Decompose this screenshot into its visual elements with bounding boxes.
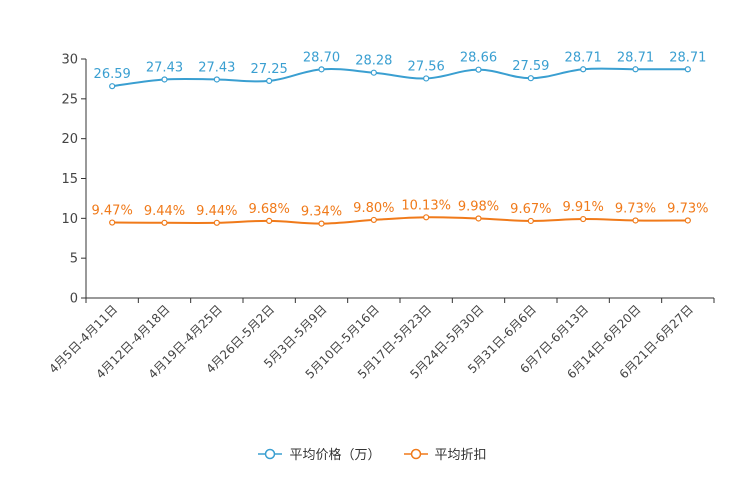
series-1-point[interactable] <box>580 215 587 223</box>
series-1-point[interactable] <box>318 220 325 227</box>
series-line-1 <box>112 216 688 225</box>
legend-price-icon <box>258 448 283 459</box>
y-tick-label: 10 <box>61 212 78 227</box>
series-1-data-label: 10.13% <box>401 198 451 213</box>
series-0-data-label: 27.56 <box>408 59 445 74</box>
series-1-data-label: 9.67% <box>510 202 551 217</box>
series-1-point[interactable] <box>161 219 168 226</box>
series-1-data-label: 9.44% <box>196 204 237 219</box>
series-1-point[interactable] <box>527 217 534 225</box>
legend-discount-icon <box>403 448 428 459</box>
series-1-data-label: 9.80% <box>353 201 394 216</box>
series-0-point[interactable] <box>475 66 482 73</box>
series-0-point[interactable] <box>161 76 168 83</box>
series-0-point[interactable] <box>684 66 691 73</box>
legend: 平均价格（万） 平均折扣 <box>0 444 744 463</box>
series-0-data-label: 28.70 <box>303 50 340 65</box>
series-1-data-label: 9.47% <box>92 204 133 219</box>
series-1-point[interactable] <box>266 217 273 224</box>
series-0-data-label: 28.66 <box>460 51 497 66</box>
series-1-point[interactable] <box>423 214 430 221</box>
legend-discount-label: 平均折扣 <box>434 448 487 463</box>
series-1-data-label: 9.98% <box>458 199 499 214</box>
series-0-point[interactable] <box>109 83 116 90</box>
series-1-point[interactable] <box>632 217 639 224</box>
series-line-0 <box>112 67 688 88</box>
series-0-data-label: 27.43 <box>198 60 235 75</box>
series-1-point[interactable] <box>475 215 482 222</box>
y-tick-label: 5 <box>70 252 78 267</box>
series-0-data-label: 28.71 <box>669 50 706 65</box>
series-0-point[interactable] <box>318 66 325 73</box>
series-1-data-label: 9.68% <box>249 202 290 217</box>
series-0-point[interactable] <box>580 66 587 73</box>
legend-price-label: 平均价格（万） <box>289 448 381 463</box>
series-1-data-label: 9.73% <box>615 201 656 216</box>
series-1-point[interactable] <box>684 217 691 224</box>
series-1-data-label: 9.73% <box>667 201 708 216</box>
series-1-data-label: 9.34% <box>301 205 342 220</box>
series-1-data-label: 9.91% <box>563 200 604 215</box>
series-0-data-label: 27.25 <box>251 62 288 77</box>
series-1-point[interactable] <box>213 219 220 226</box>
series-0-point[interactable] <box>266 77 273 85</box>
series-0-point[interactable] <box>213 76 220 83</box>
series-0-point[interactable] <box>423 75 430 82</box>
series-0-data-label: 28.28 <box>355 54 392 69</box>
series-0-data-label: 28.71 <box>565 50 602 65</box>
series-0-data-label: 27.43 <box>146 60 183 75</box>
series-0-data-label: 27.59 <box>512 59 549 74</box>
series-1-point[interactable] <box>109 219 116 226</box>
series-0-data-label: 28.71 <box>617 50 654 65</box>
series-1-point[interactable] <box>370 216 377 224</box>
series-0-point[interactable] <box>527 75 534 82</box>
legend-item-discount[interactable]: 平均折扣 <box>403 444 487 463</box>
y-tick-label: 30 <box>61 53 78 68</box>
y-tick-label: 20 <box>61 132 78 147</box>
y-tick-label: 25 <box>61 92 78 107</box>
series-0-point[interactable] <box>632 66 639 73</box>
series-1-data-label: 9.44% <box>144 204 185 219</box>
y-tick-label: 0 <box>70 292 78 307</box>
legend-item-price[interactable]: 平均价格（万） <box>257 444 381 463</box>
y-tick-label: 15 <box>61 172 78 187</box>
series-0-point[interactable] <box>370 69 377 76</box>
series-0-data-label: 26.59 <box>94 67 131 82</box>
line-chart: 0510152025304月5日-4月11日4月12日-4月18日4月19日-4… <box>46 50 715 382</box>
